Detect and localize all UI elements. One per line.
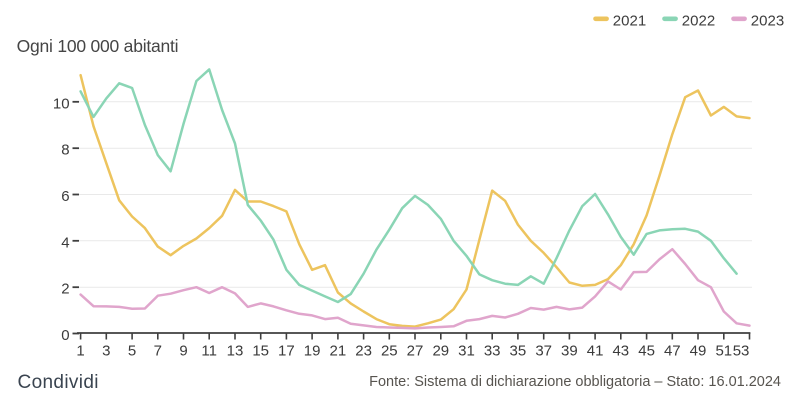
svg-text:6: 6 [61, 188, 69, 205]
svg-text:53: 53 [733, 343, 750, 360]
svg-text:15: 15 [252, 343, 269, 360]
svg-text:29: 29 [432, 343, 449, 360]
svg-text:23: 23 [355, 343, 372, 360]
svg-text:19: 19 [304, 343, 321, 360]
svg-text:Fonte: Sistema di dichiarazion: Fonte: Sistema di dichiarazione obbligat… [369, 374, 781, 390]
svg-text:9: 9 [179, 343, 187, 360]
svg-text:2021: 2021 [613, 13, 646, 30]
svg-text:0: 0 [61, 327, 69, 344]
svg-text:3: 3 [102, 343, 110, 360]
svg-text:2022: 2022 [682, 13, 715, 30]
svg-text:31: 31 [458, 343, 475, 360]
svg-text:49: 49 [690, 343, 707, 360]
svg-text:25: 25 [381, 343, 398, 360]
svg-text:43: 43 [612, 343, 629, 360]
svg-text:2: 2 [61, 281, 69, 298]
svg-text:11: 11 [201, 343, 217, 360]
svg-text:5: 5 [128, 343, 136, 360]
svg-text:45: 45 [638, 343, 655, 360]
svg-text:2023: 2023 [751, 13, 784, 30]
svg-text:4: 4 [61, 234, 69, 251]
svg-text:51: 51 [715, 343, 732, 360]
svg-text:Condividi: Condividi [18, 372, 99, 393]
svg-text:10: 10 [53, 95, 70, 112]
svg-text:35: 35 [510, 343, 527, 360]
svg-text:21: 21 [330, 343, 347, 360]
svg-text:1: 1 [76, 343, 84, 360]
svg-text:39: 39 [561, 343, 578, 360]
svg-text:13: 13 [227, 343, 244, 360]
svg-text:7: 7 [154, 343, 162, 360]
svg-text:41: 41 [587, 343, 604, 360]
svg-text:8: 8 [61, 142, 69, 159]
svg-text:Ogni 100 000 abitanti: Ogni 100 000 abitanti [17, 36, 179, 56]
svg-text:37: 37 [535, 343, 552, 360]
svg-text:27: 27 [407, 343, 424, 360]
svg-text:47: 47 [664, 343, 681, 360]
svg-text:17: 17 [278, 343, 295, 360]
svg-text:33: 33 [484, 343, 501, 360]
